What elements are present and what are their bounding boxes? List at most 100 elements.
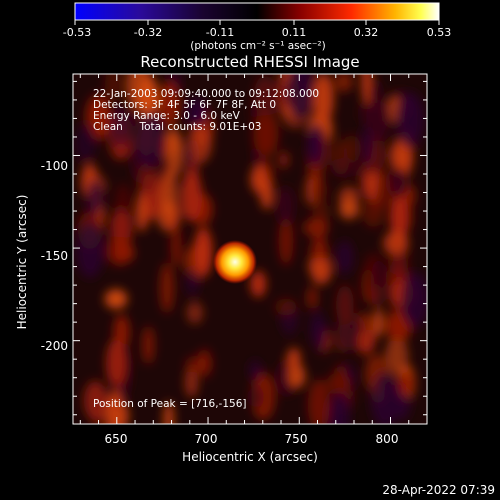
colorbar-tick-label: 0.11 bbox=[282, 26, 307, 39]
texture-blob bbox=[288, 364, 306, 388]
texture-blob bbox=[106, 338, 127, 387]
texture-blob bbox=[106, 236, 132, 266]
texture-blob bbox=[362, 198, 384, 228]
texture-blob bbox=[170, 224, 182, 267]
texture-blob bbox=[401, 272, 427, 328]
texture-blob bbox=[104, 289, 128, 309]
texture-blob bbox=[185, 269, 199, 296]
texture-blob bbox=[371, 372, 399, 424]
texture-blob bbox=[158, 80, 181, 127]
texture-blob bbox=[86, 94, 112, 140]
texture-blob bbox=[186, 159, 199, 189]
texture-blob bbox=[163, 401, 174, 424]
texture-blob bbox=[278, 216, 294, 266]
texture-blob bbox=[373, 308, 384, 337]
timestamp: 28-Apr-2022 07:39 bbox=[382, 483, 495, 497]
texture-blob bbox=[184, 366, 199, 398]
colorbar-tick-label: 0.32 bbox=[354, 26, 379, 39]
texture-blob bbox=[307, 286, 318, 309]
y-axis-label: Heliocentric Y (arcsec) bbox=[15, 195, 29, 330]
texture-blob bbox=[253, 75, 277, 117]
colorbar-tick-label: -0.11 bbox=[206, 26, 234, 39]
texture-blob bbox=[137, 161, 159, 194]
texture-blob bbox=[276, 186, 295, 226]
texture-blob bbox=[159, 262, 175, 313]
info-line: Clean Total counts: 9.01E+03 bbox=[93, 121, 262, 133]
texture-blob bbox=[383, 231, 409, 255]
texture-blob bbox=[313, 179, 328, 201]
texture-blob bbox=[194, 228, 212, 277]
texture-blob bbox=[307, 122, 322, 166]
texture-blob bbox=[186, 301, 204, 324]
texture-blob bbox=[287, 347, 301, 370]
texture-blob bbox=[312, 74, 334, 125]
texture-blob bbox=[83, 380, 107, 421]
x-tick-label: 750 bbox=[285, 432, 308, 446]
texture-blob bbox=[389, 167, 408, 198]
texture-blob bbox=[331, 139, 350, 176]
texture-blob bbox=[253, 110, 279, 158]
texture-blob bbox=[188, 97, 206, 130]
y-tick-label: -150 bbox=[41, 249, 68, 263]
texture-blob bbox=[286, 74, 314, 118]
colorbar-ticks bbox=[74, 20, 440, 25]
texture-blob bbox=[307, 379, 330, 424]
info-line: Detectors: 3F 4F 5F 6F 7F 8F, Att 0 bbox=[93, 99, 276, 111]
texture-blob bbox=[303, 218, 329, 237]
plot-frame bbox=[72, 73, 428, 425]
texture-blob bbox=[396, 92, 424, 148]
texture-blob bbox=[105, 389, 125, 424]
colorbar: -0.53 -0.32 -0.11 0.11 0.32 0.53 (photon… bbox=[63, 2, 452, 52]
x-axis-label: Heliocentric X (arcsec) bbox=[182, 450, 318, 464]
texture-blob bbox=[249, 360, 261, 380]
texture-blob bbox=[274, 298, 297, 316]
plot-title: Reconstructed RHESSI Image bbox=[140, 53, 359, 71]
colorbar-gradient bbox=[75, 3, 439, 20]
texture-blob bbox=[74, 124, 97, 162]
texture-blob bbox=[335, 284, 354, 326]
x-tick-label: 650 bbox=[105, 432, 128, 446]
texture-blob bbox=[104, 74, 122, 103]
texture-blob bbox=[160, 170, 178, 218]
texture-blob bbox=[126, 74, 152, 111]
texture-blob bbox=[334, 74, 353, 93]
texture-blob bbox=[278, 151, 289, 169]
texture-blob bbox=[109, 109, 133, 149]
map-texture bbox=[74, 74, 427, 424]
texture-blob bbox=[371, 143, 384, 176]
x-tick-label: 700 bbox=[195, 432, 218, 446]
x-tick-label: 800 bbox=[376, 432, 399, 446]
texture-blob bbox=[328, 392, 350, 424]
texture-blob bbox=[339, 199, 359, 220]
axis-ticks bbox=[73, 74, 428, 424]
y-tick-label: -100 bbox=[41, 159, 68, 173]
texture-blob bbox=[358, 102, 374, 123]
colorbar-frame bbox=[74, 2, 440, 21]
texture-blob bbox=[188, 123, 212, 164]
peak-source bbox=[213, 240, 257, 284]
colorbar-tick-label: -0.53 bbox=[63, 26, 91, 39]
texture-blob bbox=[136, 193, 149, 232]
info-line: 22-Jan-2003 09:09:40.000 to 09:12:08.000 bbox=[93, 88, 319, 100]
colorbar-units: (photons cm⁻² s⁻¹ asec⁻²) bbox=[190, 40, 325, 52]
texture-blob bbox=[142, 326, 155, 364]
texture-blob bbox=[250, 270, 266, 298]
texture-blob bbox=[398, 371, 414, 396]
texture-blob bbox=[385, 337, 409, 375]
texture-blob bbox=[86, 179, 104, 216]
texture-blob bbox=[305, 176, 318, 206]
texture-blob bbox=[336, 240, 353, 275]
texture-blob bbox=[361, 74, 373, 106]
texture-blob bbox=[357, 329, 376, 353]
texture-blob bbox=[308, 257, 327, 275]
texture-blob bbox=[314, 317, 327, 352]
texture-blob bbox=[250, 165, 268, 193]
texture-blob bbox=[76, 222, 104, 278]
texture-blob bbox=[197, 348, 212, 378]
colorbar-tick-label: 0.53 bbox=[427, 26, 452, 39]
info-line: Energy Range: 3.0 - 6.0 keV bbox=[93, 110, 241, 122]
texture-blob bbox=[248, 386, 264, 408]
texture-blob bbox=[326, 372, 351, 394]
colorbar-tick-label: -0.32 bbox=[134, 26, 162, 39]
